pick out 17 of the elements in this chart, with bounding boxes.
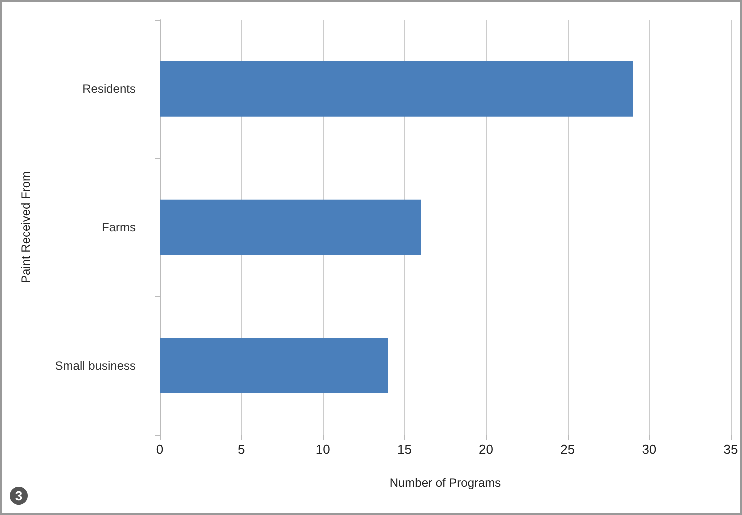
bar [160,62,634,117]
x-axis-title: Number of Programs [390,476,502,490]
x-tick-label: 20 [479,442,494,457]
y-axis-title: Paint Received From [19,171,33,284]
bar [160,200,422,256]
y-tick-label: Residents [82,82,136,96]
x-tick-label: 25 [560,442,576,457]
y-tick-label: Small business [55,358,136,373]
x-tick-label: 5 [238,442,246,457]
x-tick-label: 30 [642,442,657,457]
y-tick-label: Farms [102,220,136,234]
x-tick-label: 10 [316,442,330,457]
x-tick-label: 15 [397,442,412,457]
x-tick-label: 0 [156,442,164,457]
bar [160,338,388,394]
text: 3 [15,488,23,504]
x-tick-label: 35 [724,442,738,457]
